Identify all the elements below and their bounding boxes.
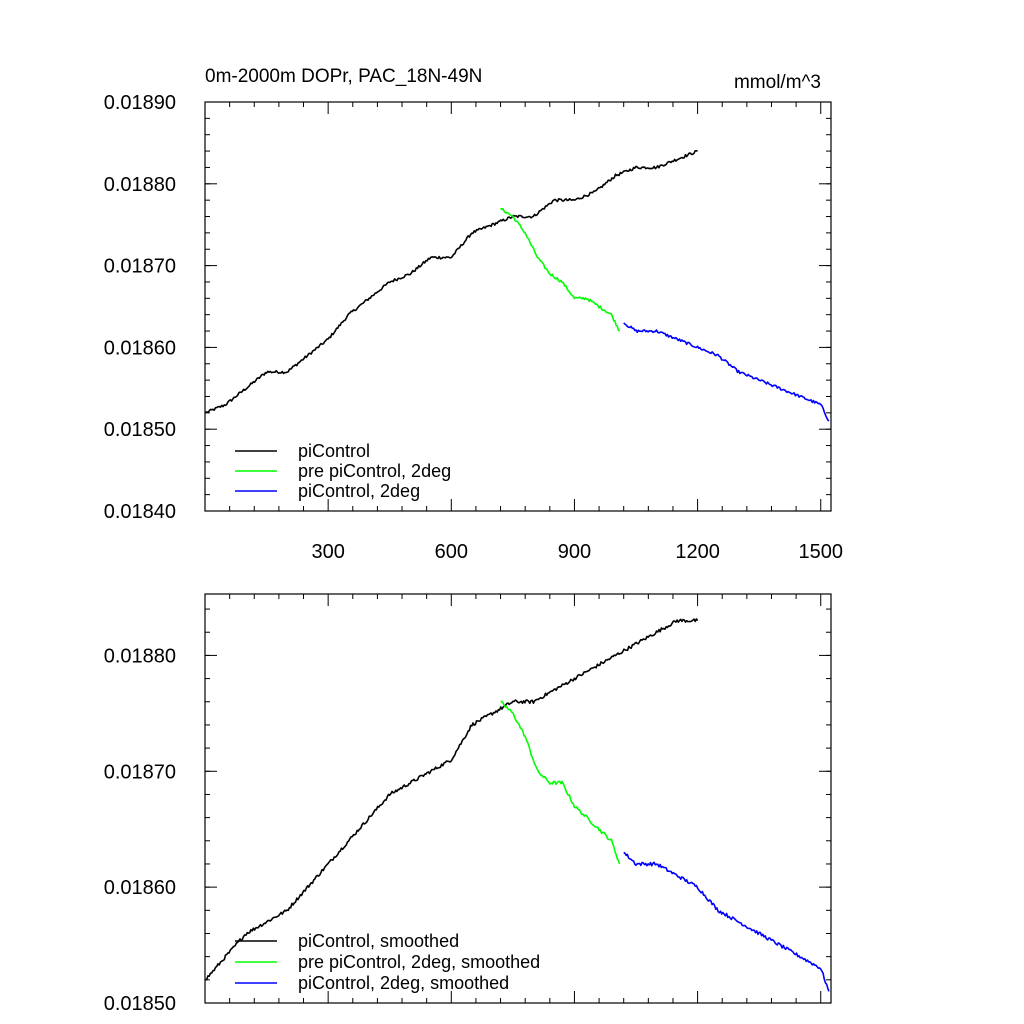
units-label: mmol/m^3	[734, 72, 821, 93]
legend-label-2: pre piControl, 2deg	[298, 461, 451, 481]
y-tick-label: 0.01840	[104, 501, 176, 523]
x-tick-label: 600	[435, 541, 468, 563]
y-tick-label: 0.01850	[104, 993, 176, 1015]
y-tick-label: 0.01880	[104, 645, 176, 667]
plot-frame	[204, 593, 832, 1004]
series-line-1	[205, 618, 699, 981]
x-tick-label: 1200	[675, 541, 720, 563]
chart-panel-1: 0m-2000m DOPr, PAC_18N-49N mmol/m^3 300 600…	[104, 66, 843, 563]
series-line-1	[204, 150, 698, 414]
y-tick-label: 0.01850	[104, 419, 176, 441]
plot-frame	[204, 101, 832, 512]
chart-panel-2: 0.01850 0.01860 0.01870 0.01880 piControl, s…	[104, 593, 832, 1015]
legend-label-2: pre piControl, 2deg, smoothed	[298, 952, 540, 972]
legend-label-3: piControl, 2deg, smoothed	[298, 973, 509, 993]
y-tick-label: 0.01880	[104, 174, 176, 196]
y-tick-label: 0.01860	[104, 337, 176, 359]
series-line-2	[500, 207, 621, 332]
legend-label-1: piControl	[298, 441, 370, 461]
y-tick-label: 0.01870	[104, 256, 176, 278]
y-tick-label: 0.01860	[104, 877, 176, 899]
y-tick-label: 0.01890	[104, 92, 176, 114]
series-line-3	[623, 322, 830, 422]
legend-label-3: piControl, 2deg	[298, 481, 420, 501]
legend-label-1: piControl, smoothed	[298, 931, 459, 951]
x-tick-label: 900	[558, 541, 591, 563]
x-tick-label: 300	[311, 541, 344, 563]
series-line-2	[500, 700, 621, 865]
series-line-3	[623, 851, 830, 992]
chart-title: 0m-2000m DOPr, PAC_18N-49N	[205, 66, 482, 87]
y-tick-label: 0.01870	[104, 761, 176, 783]
x-tick-label: 1500	[798, 541, 843, 563]
